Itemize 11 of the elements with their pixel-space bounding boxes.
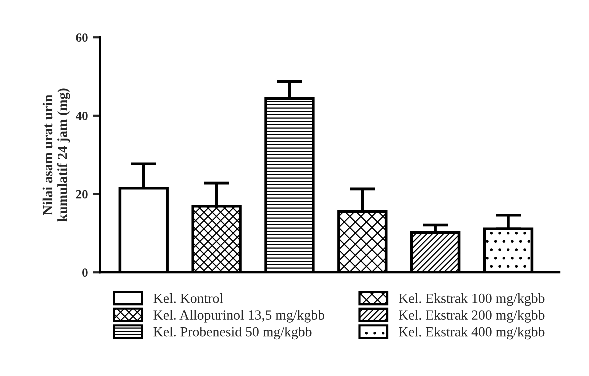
y-tick-label: 60 xyxy=(76,34,88,42)
y-tick-label: 20 xyxy=(76,190,88,199)
y-axis-title: Nilai asam urat urin kumulatif 24 jam (mg) xyxy=(42,88,70,222)
y-tick-label: 40 xyxy=(76,112,88,120)
legend-label: Kel. Probenesid 50 mg/kgbb xyxy=(154,326,312,340)
legend-label: Kel. Ekstrak 400 mg/kgbb xyxy=(399,326,545,340)
y-tick-label: 0 xyxy=(82,268,88,278)
legend-label: Kel. Ekstrak 100 mg/kgbb xyxy=(399,293,545,306)
legend-label: Kel. Ekstrak 200 mg/kgbb xyxy=(399,310,545,323)
legend-label: Kel. Allopurinol 13,5 mg/kgbb xyxy=(154,310,324,323)
legend-label: Kel. Kontrol xyxy=(154,293,224,304)
